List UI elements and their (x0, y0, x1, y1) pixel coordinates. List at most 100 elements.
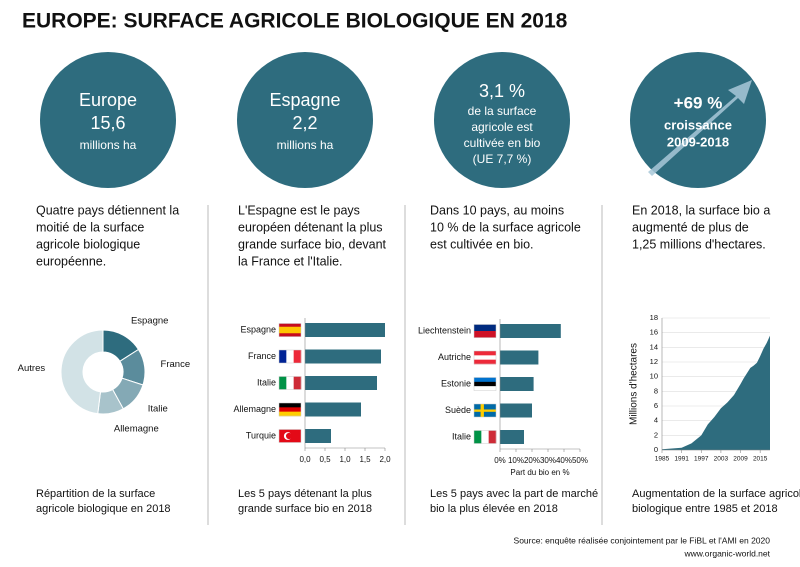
flag-border (473, 350, 497, 365)
x-tick-label: 50% (572, 456, 588, 465)
bar (500, 403, 532, 418)
flag-border (473, 430, 497, 444)
donut-label: Espagne (131, 316, 169, 327)
flag (474, 381, 496, 387)
x-tick-label: 1985 (655, 456, 670, 463)
flag (279, 326, 301, 334)
flag (474, 324, 496, 332)
flag-border (278, 429, 302, 443)
x-tick-label: 2009 (733, 456, 748, 463)
panel-text: Dans 10 pays, au moins (430, 203, 564, 217)
panel-text: Quatre pays détiennent la (36, 203, 179, 217)
x-tick-label: 0,0 (299, 455, 311, 464)
circle-text: +69 % (674, 93, 723, 112)
flag-border (278, 402, 302, 417)
x-tick-label: 2003 (714, 456, 729, 463)
panel-text: européen détenant la plus (238, 220, 383, 234)
circle-text: de la surface (468, 104, 537, 118)
page-title: EUROPE: SURFACE AGRICOLE BIOLOGIQUE EN 2… (22, 10, 568, 33)
y-tick-label: 0 (654, 445, 658, 454)
panel-caption: biologique entre 1985 et 2018 (632, 503, 778, 515)
y-tick-label: 2 (654, 430, 658, 439)
panel-text: augmenté de plus de (632, 220, 749, 234)
flag (279, 376, 287, 390)
x-tick-label: 2015 (753, 456, 768, 463)
flag-border (473, 403, 497, 418)
flag-border (278, 349, 302, 364)
donut-label: Italie (148, 403, 168, 414)
bar-category: Turquie (246, 430, 276, 440)
bar (305, 429, 331, 443)
flag (279, 407, 301, 412)
panel-caption: Les 5 pays détenant la plus (238, 488, 372, 500)
source: Source: enquête réalisée conjointement p… (514, 535, 771, 545)
flag (286, 350, 294, 363)
circle-text: (UE 7,7 %) (473, 152, 532, 166)
donut-label: France (161, 359, 191, 370)
panel-text: agricole biologique (36, 237, 140, 251)
circle-text: millions ha (277, 138, 334, 152)
x-tick-label: 2,0 (379, 455, 391, 464)
x-tick-label: 30% (540, 456, 556, 465)
bar (500, 430, 524, 444)
x-tick-label: 20% (524, 456, 540, 465)
flag-border (278, 323, 302, 337)
y-tick-label: 8 (654, 386, 658, 395)
area (662, 335, 770, 450)
circle-text: croissance (664, 117, 732, 132)
source: www.organic-world.net (683, 548, 770, 558)
flag (286, 432, 293, 440)
bar-category: Liechtenstein (418, 325, 471, 335)
flag (474, 359, 496, 365)
circle-text: millions ha (80, 138, 137, 152)
flag-border (473, 377, 497, 391)
flag-border (278, 376, 302, 390)
circle-text: 2,2 (292, 113, 317, 133)
flag (474, 351, 496, 356)
x-tick-label: 1,5 (359, 455, 371, 464)
x-axis-label: Part du bio en % (510, 468, 569, 477)
y-tick-label: 6 (654, 401, 658, 410)
panel-caption: Répartition de la surface (36, 488, 155, 500)
panel-text: européenne. (36, 254, 106, 268)
panel-text: grande surface bio, devant (238, 237, 387, 251)
stat-circle (434, 52, 570, 188)
flag (474, 386, 496, 391)
x-tick-label: 1991 (674, 456, 689, 463)
panel-text: L'Espagne est le pays (238, 203, 360, 217)
panel-caption: bio la plus élevée en 2018 (430, 503, 558, 515)
circle-text: 3,1 % (479, 81, 525, 101)
panel-caption: Augmentation de la surface agricole (632, 488, 800, 500)
x-tick-label: 1997 (694, 456, 709, 463)
x-tick-label: 0% (494, 456, 506, 465)
x-tick-label: 0,5 (319, 455, 331, 464)
bar (500, 324, 561, 338)
circle-text: Espagne (269, 90, 340, 110)
circle-text: Europe (79, 90, 137, 110)
panel-text: est cultivée en bio. (430, 237, 534, 251)
bar-category: Estonie (441, 378, 471, 388)
circle-text: agricole est (471, 120, 533, 134)
panel-caption: Les 5 pays avec la part de marché (430, 488, 598, 500)
flag (474, 355, 496, 360)
y-tick-label: 14 (650, 342, 658, 351)
flag (279, 333, 301, 337)
stat-circle (630, 52, 766, 188)
stat-circle (40, 52, 176, 188)
panel-text: En 2018, la surface bio a (632, 203, 770, 217)
flag (474, 331, 496, 338)
flag (293, 376, 302, 390)
bar-category: France (248, 351, 276, 361)
flag (488, 430, 497, 444)
circle-text: 15,6 (90, 113, 125, 133)
stat-circle (237, 52, 373, 188)
x-tick-label: 1,0 (339, 455, 351, 464)
donut-segment (60, 329, 104, 415)
bar-category: Suède (445, 405, 471, 415)
y-tick-label: 10 (650, 372, 658, 381)
panel-text: la France et l'Italie. (238, 254, 343, 268)
bar (305, 323, 385, 337)
panel-caption: agricole biologique en 2018 (36, 503, 171, 515)
